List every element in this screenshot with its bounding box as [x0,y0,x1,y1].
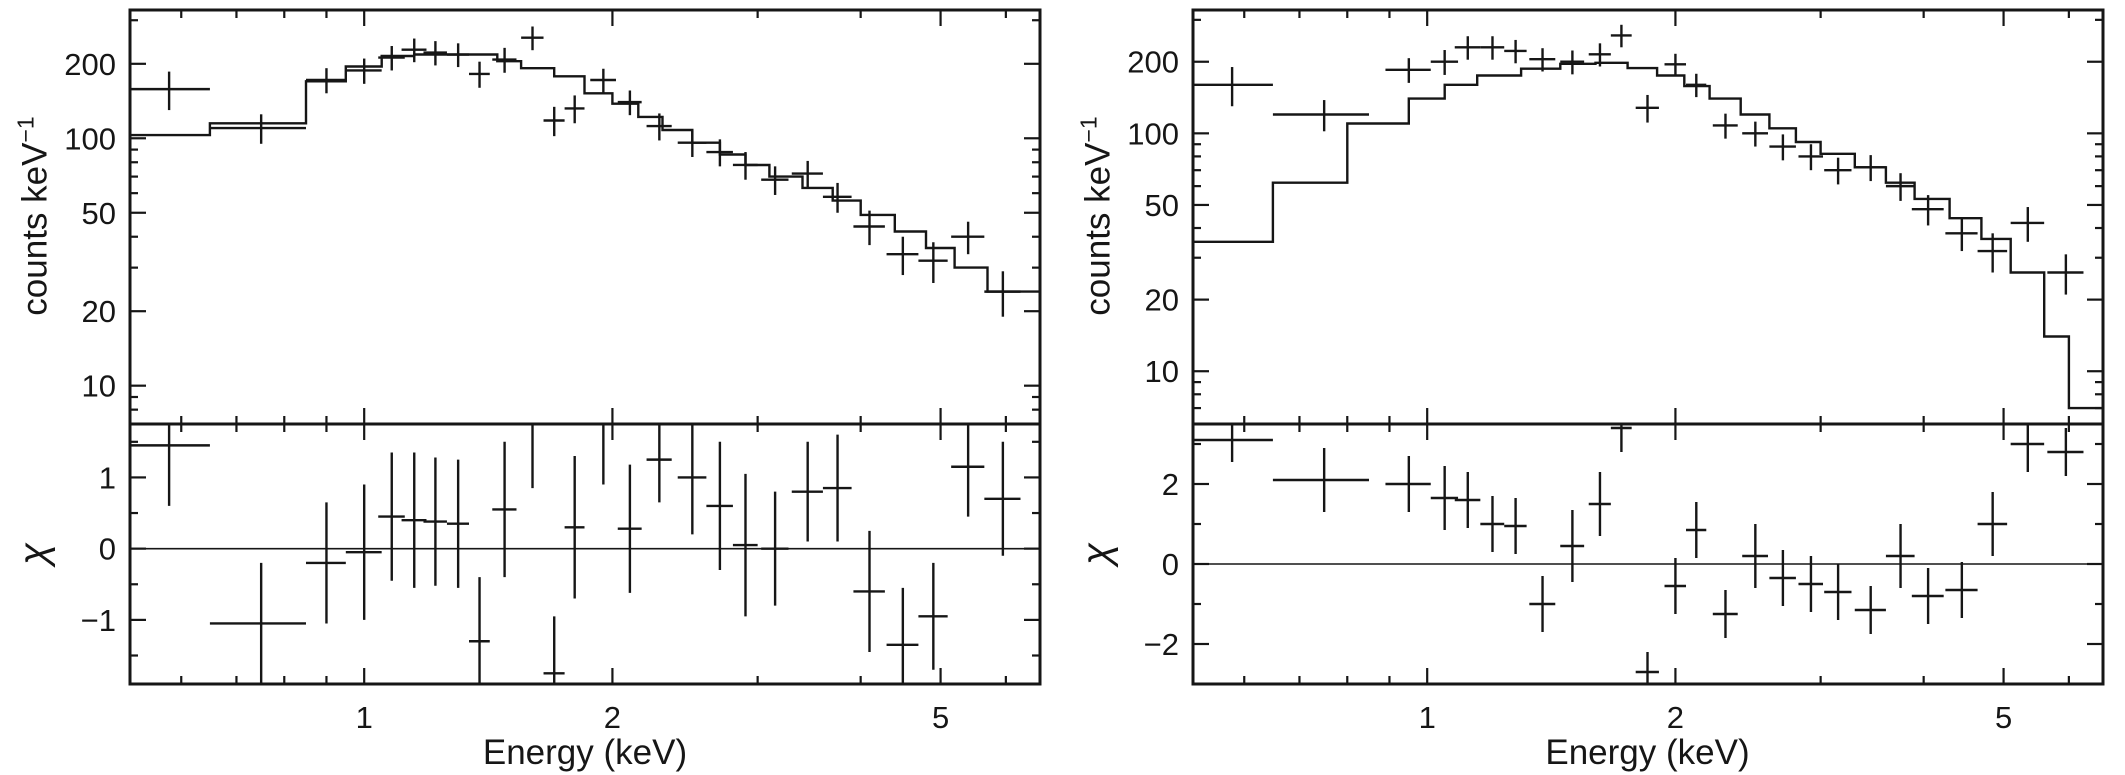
spectrum-figure-right: 1 2 5 10 20 50 100 200 −2 0 2 counts keV−1 χ Energ… [1063,0,2125,775]
svg-text:50: 50 [1144,188,1178,223]
right-chi-axis-label: χ [1074,543,1118,565]
svg-text:10: 10 [1144,354,1178,389]
svg-text:2: 2 [1161,467,1178,502]
left-energy-axis-label: Energy (keV) [482,733,688,772]
svg-text:50: 50 [82,196,116,231]
svg-text:1: 1 [1418,700,1435,730]
svg-text:5: 5 [1994,700,2011,730]
svg-text:2: 2 [1666,700,1683,730]
left-counts-axis-label-exponent: −1 [12,116,39,143]
left-counts-axis-label: counts keV−1 [13,116,56,315]
svg-text:200: 200 [1127,45,1179,80]
svg-text:100: 100 [64,121,116,156]
right-energy-axis-label: Energy (keV) [1545,733,1750,772]
svg-text:1: 1 [99,460,116,495]
svg-text:−2: −2 [1143,627,1178,662]
svg-text:200: 200 [64,47,116,82]
svg-text:0: 0 [99,532,116,567]
left-chi-axis-label: χ [11,543,56,565]
svg-text:20: 20 [1144,283,1178,318]
left-plot-canvas: 1 2 5 10 20 50 100 200 −1 0 1 [64,8,1042,730]
svg-text:10: 10 [82,369,116,404]
svg-text:−1: −1 [81,603,116,638]
right-counts-axis-label-text: counts keV [1077,142,1117,316]
right-counts-axis-label-exponent: −1 [1075,116,1102,143]
svg-text:5: 5 [932,700,949,730]
svg-text:100: 100 [1127,116,1179,151]
svg-text:0: 0 [1161,547,1178,582]
svg-text:2: 2 [604,700,621,730]
svg-text:20: 20 [82,294,116,329]
spectrum-figure-left: 1 2 5 10 20 50 100 200 −1 0 1 counts keV−1 χ Energ… [11,8,1042,772]
left-counts-axis-label-text: counts keV [15,142,55,316]
right-counts-axis-label: counts keV−1 [1075,116,1118,315]
svg-text:1: 1 [356,700,373,730]
right-plot-canvas: 1 2 5 10 20 50 100 200 −2 0 2 [1127,8,2104,730]
